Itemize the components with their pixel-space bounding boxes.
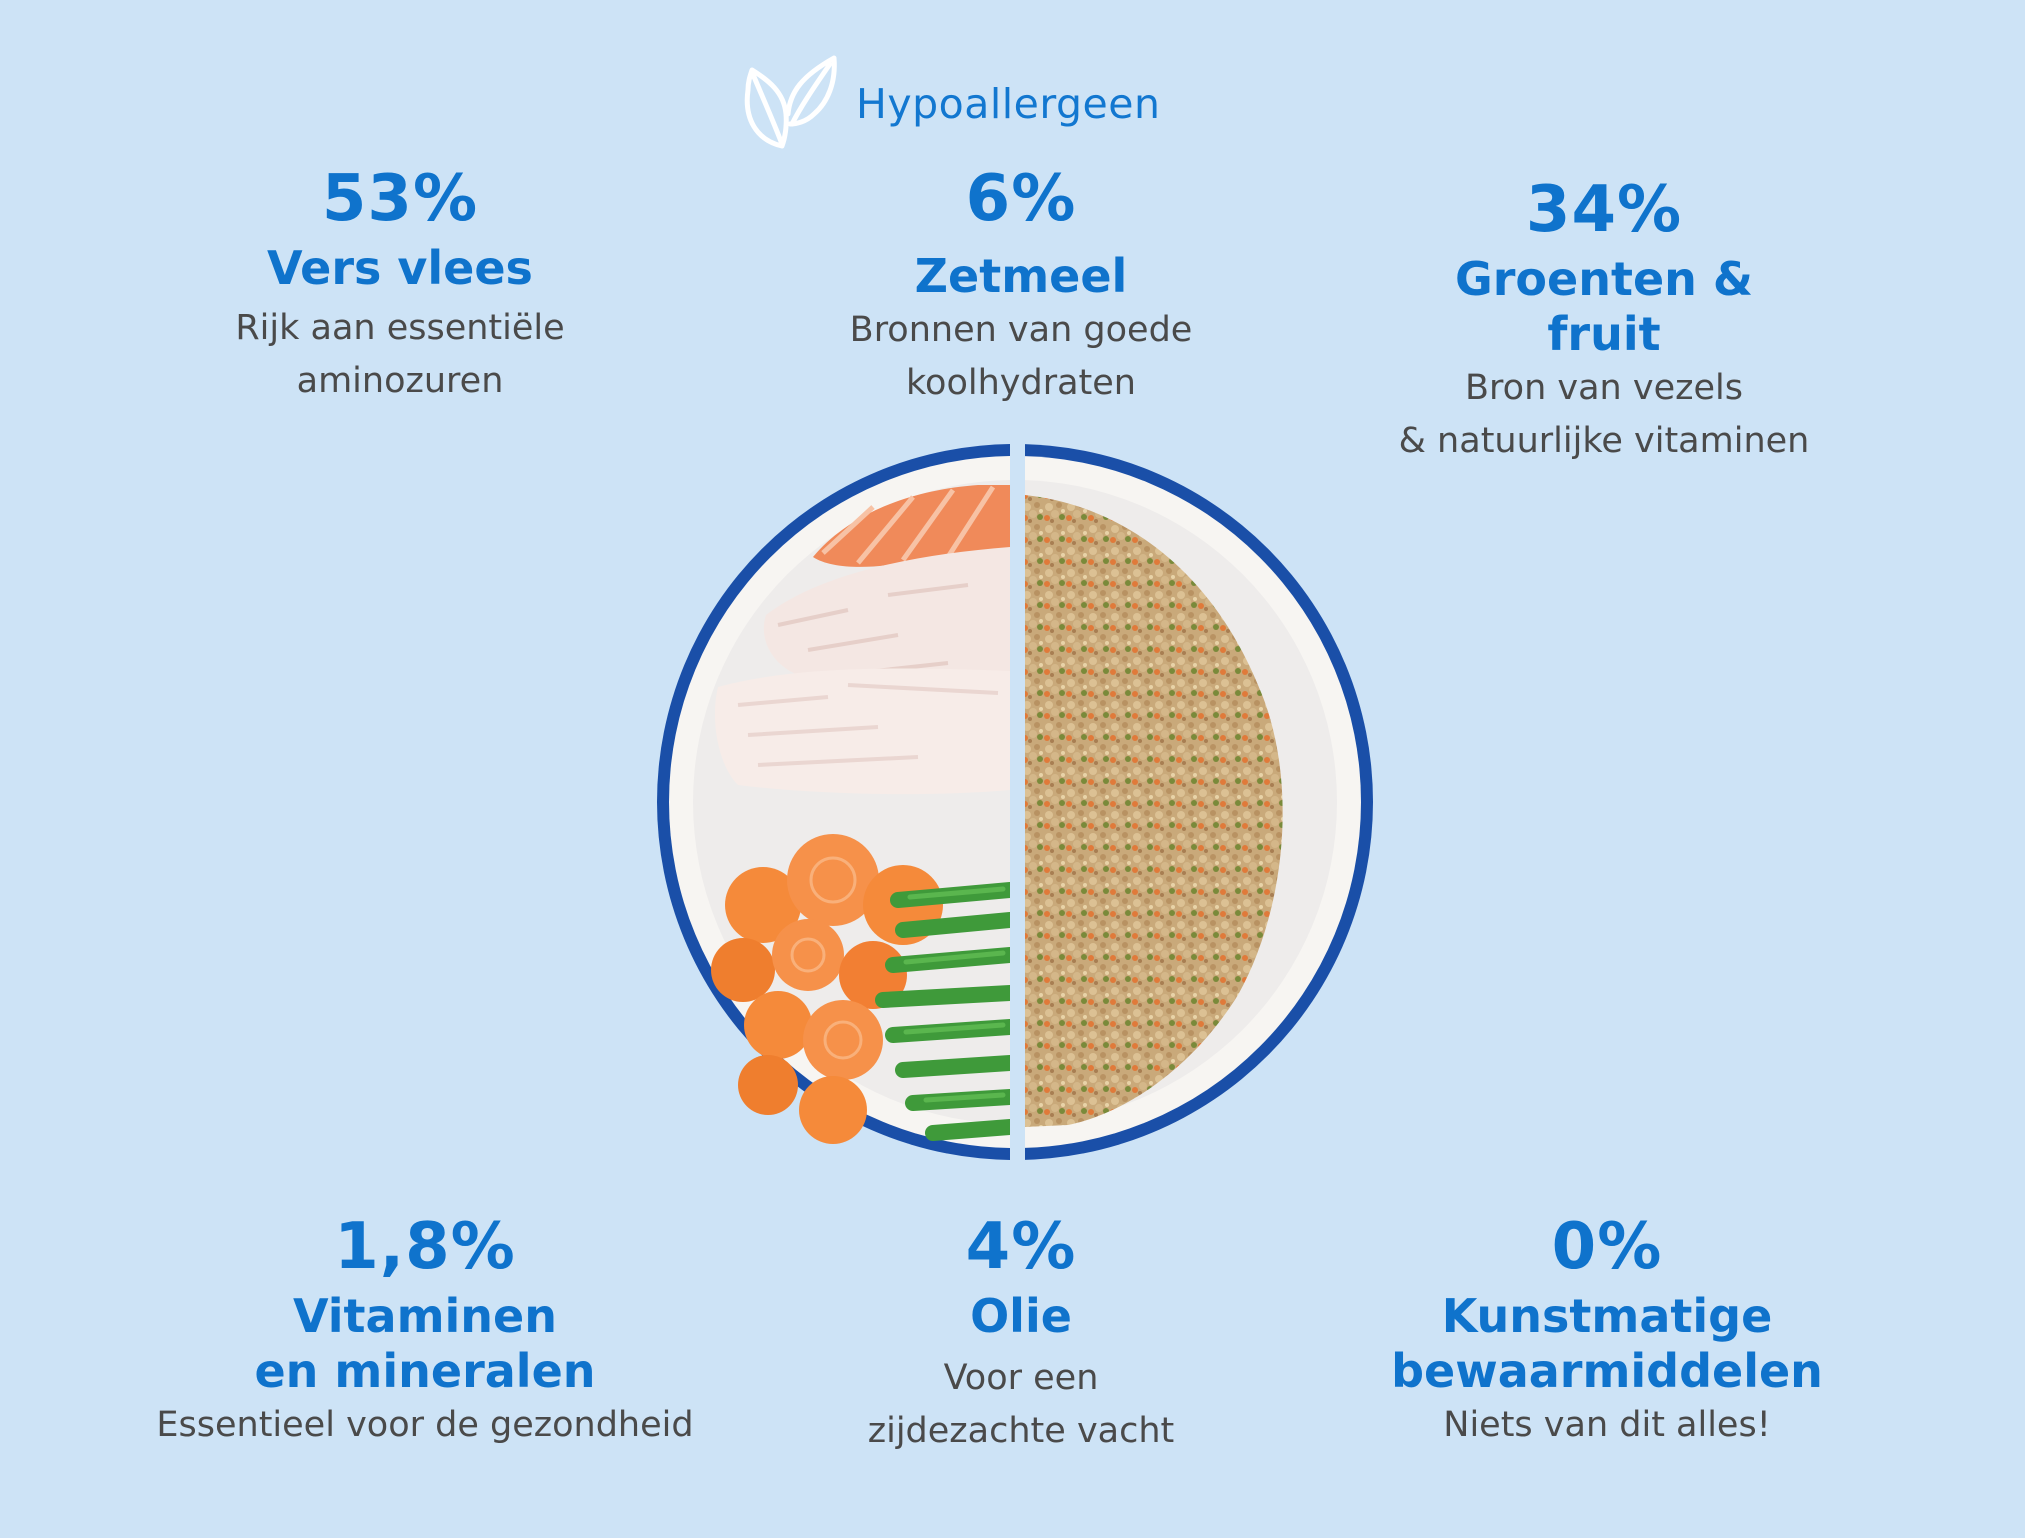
stat-description: Essentieel voor de gezondheid xyxy=(156,1399,693,1452)
stat-name-line: Vitaminen xyxy=(293,1289,557,1343)
stat-name: Vitaminen en mineralen xyxy=(156,1289,693,1399)
stat-name-line: en mineralen xyxy=(254,1344,596,1399)
stat-description-line: Bronnen van goede xyxy=(849,310,1193,351)
bowl-right-half xyxy=(1025,444,1373,1160)
stat-starch: 6% Zetmeel Bronnen van goede koolhydrate… xyxy=(850,167,1193,409)
stat-percent: 34% xyxy=(1525,173,1683,247)
stat-percent: 0% xyxy=(1551,1210,1663,1284)
stat-description-line: koolhydraten xyxy=(906,362,1136,403)
stat-oil: 4% Olie Voor een zijdezachte vacht xyxy=(868,1215,1175,1457)
stat-name: Groenten & fruit xyxy=(1454,252,1754,362)
stat-percent: 6% xyxy=(965,162,1077,236)
stat-description: Rijk aan essentiële aminozuren xyxy=(235,302,564,407)
stat-description-line: & natuurlijke vitaminen xyxy=(1398,420,1810,461)
stat-name: Olie xyxy=(970,1289,1072,1343)
stat-name: Zetmeel xyxy=(914,249,1128,303)
stat-description-line: Niets van dit alles! xyxy=(1443,1405,1771,1446)
stat-percent: 53% xyxy=(321,162,479,236)
stat-description-line: Voor een xyxy=(943,1358,1099,1399)
stat-name: Vers vlees xyxy=(267,241,533,295)
stat-percent: 1,8% xyxy=(334,1210,516,1284)
bowl-left-half xyxy=(657,444,1010,1160)
stat-description-line: Bron van vezels xyxy=(1465,368,1743,409)
stat-name-line: bewaarmiddelen xyxy=(1391,1344,1823,1399)
hypoallergenic-badge: Hypoallergeen xyxy=(738,52,1160,156)
stat-description: Voor een zijdezachte vacht xyxy=(868,1352,1175,1457)
leaf-icon xyxy=(738,52,842,156)
stat-description: Bron van vezels & natuurlijke vitaminen xyxy=(1394,362,1815,467)
stat-preservatives: 0% Kunstmatige bewaarmiddelen Niets van … xyxy=(1391,1215,1823,1452)
stat-description-line: Rijk aan essentiële xyxy=(235,308,565,349)
stat-name: Kunstmatige bewaarmiddelen xyxy=(1391,1289,1823,1399)
stat-description-line: zijdezachte vacht xyxy=(867,1410,1175,1451)
badge-label: Hypoallergeen xyxy=(856,80,1161,128)
stat-fresh-meat: 53% Vers vlees Rijk aan essentiële amino… xyxy=(235,167,564,407)
stat-name-line: Kunstmatige xyxy=(1441,1289,1773,1343)
food-bowl-image xyxy=(657,444,1373,1160)
stat-description-line: Essentieel voor de gezondheid xyxy=(156,1405,694,1446)
stat-description-line: aminozuren xyxy=(296,360,504,401)
stat-vitamins-minerals: 1,8% Vitaminen en mineralen Essentieel v… xyxy=(156,1215,693,1452)
stat-description: Niets van dit alles! xyxy=(1391,1399,1823,1452)
stat-description: Bronnen van goede koolhydraten xyxy=(850,304,1193,409)
stat-percent: 4% xyxy=(965,1210,1077,1284)
stat-vegetables-fruit: 34% Groenten & fruit Bron van vezels & n… xyxy=(1394,178,1815,467)
